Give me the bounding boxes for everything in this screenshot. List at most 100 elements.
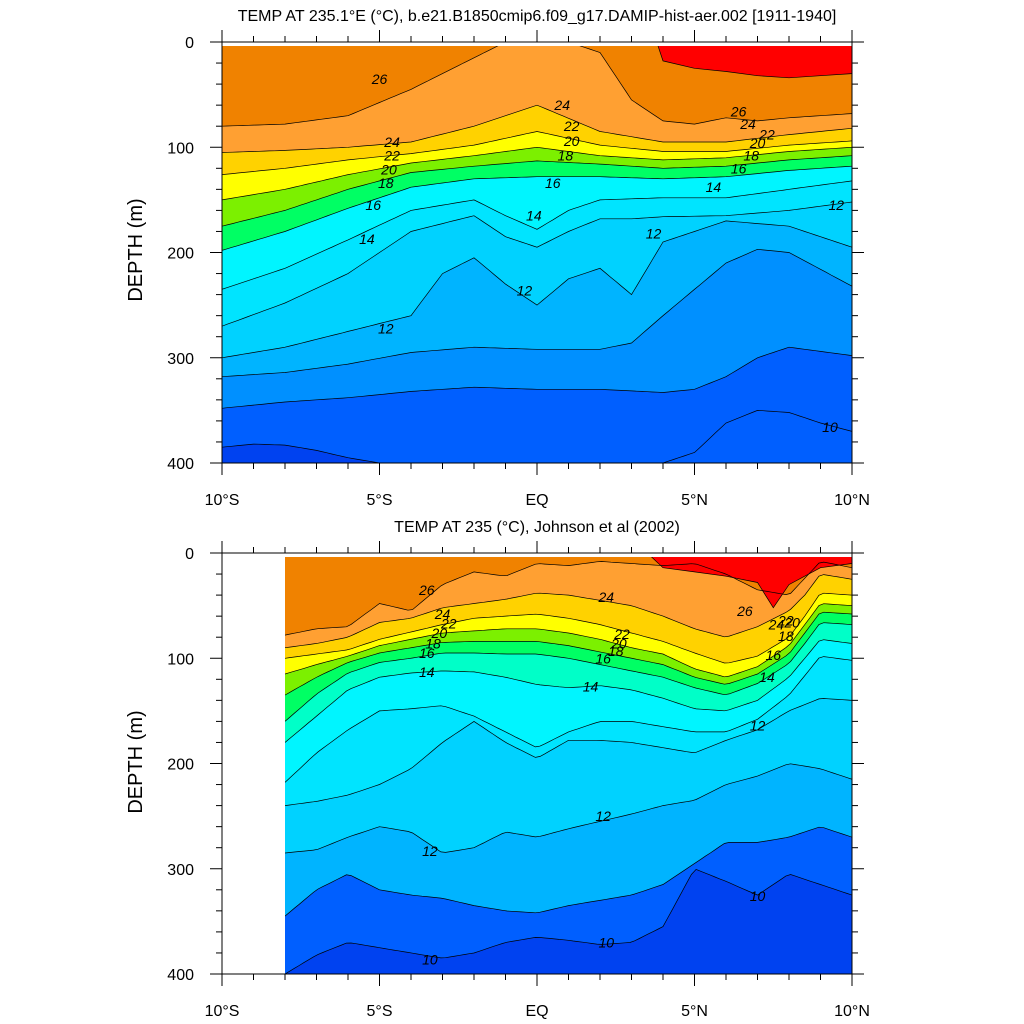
contour-label: 16 [419,645,435,661]
contour-line [285,656,852,783]
contour-label: 26 [418,582,435,598]
contour-line [222,165,852,251]
contour-line [285,622,852,722]
contour-label: 16 [595,650,611,666]
contour-line [285,574,852,649]
contour-label: 18 [558,148,574,164]
contour-label: 24 [383,134,400,150]
y-tick-label: 300 [167,862,194,879]
contour-line [285,592,852,664]
contour-line [222,346,852,409]
contour-label: 12 [422,843,438,859]
band-fill [222,410,852,463]
y-tick-label: 100 [167,651,194,668]
contour-label: 18 [778,628,794,644]
contour-label: 20 [380,161,397,177]
y-tick-label: 400 [167,967,194,984]
contour-label: 22 [383,148,400,164]
x-tick-label: 5°S [367,492,393,509]
y-tick-label: 400 [167,456,194,473]
contour-label: 24 [739,116,756,132]
filled-contours [222,46,852,463]
x-tick-label: 10°S [205,492,240,509]
contour-line [657,46,852,79]
contour-label: 12 [828,197,844,213]
panel-title: TEMP AT 235.1°E (°C), b.e21.B1850cmip6.f… [238,8,837,25]
y-axis-label: DEPTH (m) [125,710,147,813]
contour-line [285,826,852,917]
contour-label: 12 [517,282,533,298]
warm-core-fill [658,46,852,78]
contour-label: 14 [419,664,435,680]
y-tick-label: 200 [167,757,194,774]
x-tick-label: 10°S [205,1003,240,1020]
contour-label: 10 [422,951,438,967]
x-tick-label: 5°S [367,1003,393,1020]
contour-label: 20 [783,614,800,630]
contour-label: 20 [431,625,448,641]
panel-title: TEMP AT 235 (°C), Johnson et al (2002) [394,519,680,536]
contour-label: 24 [553,97,570,113]
filled-contours [285,557,852,974]
contour-line [285,763,852,854]
x-tick-label: 10°N [834,1003,870,1020]
contour-label: 18 [608,643,624,659]
contour-label: 10 [599,934,615,950]
y-tick-label: 200 [167,246,194,263]
contour-label: 22 [758,127,775,143]
contour-label: 12 [750,718,766,734]
contour-plot: 2624222018161412242220181614121214161820… [167,30,870,509]
contour-label: 10 [822,419,838,435]
contour-label: 18 [743,148,759,164]
x-tick-label: 10°N [834,492,870,509]
contour-line [285,698,852,806]
contour-line [285,603,852,678]
contour-label: 20 [563,133,580,149]
x-tick-label: 5°N [681,1003,708,1020]
contour-line [222,201,852,327]
y-axis-label: DEPTH (m) [125,198,147,301]
contour-label: 16 [731,160,747,176]
contour-label: 22 [563,118,580,134]
contour-label: 14 [706,179,722,195]
contour-label: 16 [365,197,381,213]
contour-label: 24 [598,589,615,605]
contour-label: 12 [378,320,394,336]
contour-line [222,104,852,153]
contour-line [222,146,852,201]
contour-label: 26 [736,603,753,619]
contour-label: 18 [378,175,394,191]
contour-label: 24 [768,617,785,633]
contour-line [285,611,852,696]
contour-line [651,557,852,609]
contour-label: 26 [371,71,388,87]
band-fill [285,869,852,974]
contour-line [285,868,852,974]
contour-label: 24 [434,606,451,622]
y-tick-label: 0 [185,35,194,52]
panel-top: TEMP AT 235.1°E (°C), b.e21.B1850cmip6.f… [125,8,870,509]
contour-label: 14 [583,679,599,695]
x-tick-label: 5°N [681,492,708,509]
contour-line [222,155,852,227]
contour-label: 14 [526,208,542,224]
contour-label: 16 [765,647,781,663]
contour-label: 20 [749,135,766,151]
contour-label: 20 [610,636,627,652]
y-tick-label: 0 [185,546,194,563]
panel-bottom: TEMP AT 235 (°C), Johnson et al (2002) D… [125,519,870,1020]
contour-label: 18 [425,636,441,652]
contour-line [222,220,852,359]
contour-label: 22 [777,612,794,628]
x-tick-label: EQ [525,492,548,509]
contour-line [222,248,852,378]
contour-label: 22 [613,626,630,642]
contour-line [285,561,852,636]
contour-line [222,410,852,463]
contour-label: 12 [595,808,611,824]
band-fill [222,347,852,463]
contour-line [222,46,852,127]
contour-label: 10 [750,888,766,904]
contour-label: 14 [359,231,375,247]
